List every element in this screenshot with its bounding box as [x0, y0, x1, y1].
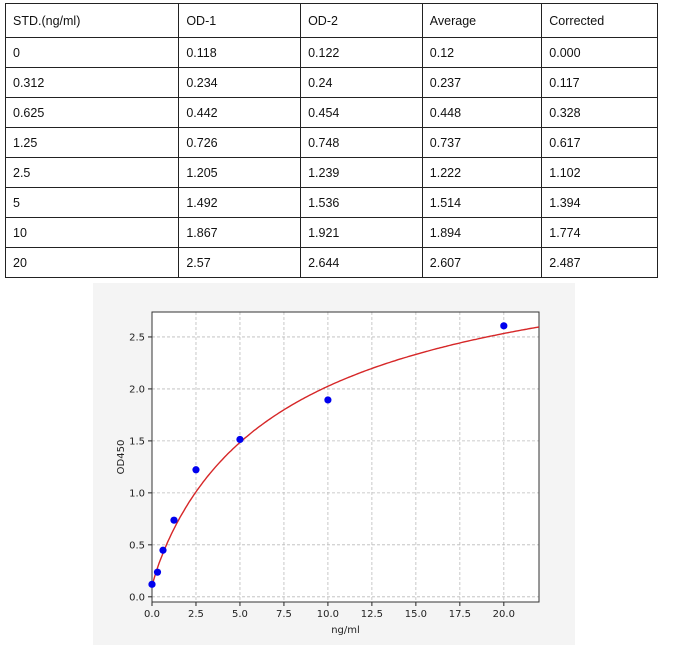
table-cell: 1.222	[421, 157, 543, 188]
table-cell: 2.57	[178, 247, 302, 278]
table-cell: 1.492	[178, 187, 302, 218]
y-tick-label: 2.5	[129, 332, 145, 343]
table-cell: 0.12	[421, 37, 543, 68]
table-cell: 1.394	[541, 187, 658, 218]
table-cell: 0.448	[421, 97, 543, 128]
y-tick-label: 0.0	[129, 592, 145, 603]
data-point	[192, 466, 200, 474]
table-cell: 0.312	[4, 67, 180, 98]
data-point	[170, 516, 178, 524]
table-cell: 0.122	[300, 37, 423, 68]
table-cell: 0.625	[4, 97, 180, 128]
plot-frame	[151, 311, 540, 603]
header-row: STD.(ng/ml) OD-1 OD-2 Average Corrected	[4, 3, 658, 38]
x-tick-label: 2.5	[188, 609, 204, 620]
data-point	[500, 322, 508, 330]
table-cell: 2.487	[541, 247, 658, 278]
header-cell: OD-1	[178, 3, 302, 38]
header-cell: Corrected	[541, 3, 658, 38]
data-point	[324, 396, 332, 404]
x-tick-label: 5.0	[232, 609, 248, 620]
table-cell: 1.536	[300, 187, 423, 218]
table-cell: 0.000	[541, 37, 658, 68]
table-row: 20 2.57 2.644 2.607 2.487	[4, 247, 658, 278]
data-point	[236, 435, 244, 444]
y-axis-label: OD450	[116, 440, 127, 475]
table-cell: 0.748	[300, 127, 423, 158]
table-row: 0.312 0.234 0.24 0.237 0.117	[4, 67, 658, 98]
standard-table: STD.(ng/ml) OD-1 OD-2 Average Corrected 0 0.11…	[4, 3, 658, 278]
data-point	[159, 546, 167, 554]
table-cell: 1.239	[300, 157, 423, 188]
table-cell: 0.117	[541, 67, 658, 98]
x-tick-label: 7.5	[276, 609, 292, 620]
x-tick-label: 15.0	[405, 609, 427, 620]
table-cell: 0.442	[178, 97, 302, 128]
y-tick-label: 1.5	[129, 436, 145, 447]
table-cell: 0.328	[541, 97, 658, 128]
table-cell: 0.118	[178, 37, 302, 68]
table-cell: 0	[4, 37, 180, 68]
table-cell: 0.617	[541, 127, 658, 158]
y-tick-label: 1.0	[129, 488, 145, 499]
data-point	[153, 568, 162, 576]
table-cell: 0.24	[300, 67, 423, 98]
table-cell: 1.205	[178, 157, 302, 188]
table-cell: 1.867	[178, 217, 302, 248]
x-tick-label: 10.0	[317, 609, 339, 620]
table-cell: 1.514	[421, 187, 543, 218]
x-tick-label: 12.5	[361, 609, 383, 620]
table-cell: 0.737	[421, 127, 543, 158]
table-cell: 2.607	[421, 247, 543, 278]
table-cell: 0.726	[178, 127, 302, 158]
chart-svg: 0.0 2.5 5.0 7.5 10.0 12.5 15.0 17.5 20.0 0.0 0.5 1.…	[116, 311, 540, 636]
table-cell: 1.25	[4, 127, 180, 158]
x-tick-label: 20.0	[493, 609, 515, 620]
table-cell: 1.102	[541, 157, 658, 188]
table-row: 0 0.118 0.122 0.12 0.000	[4, 37, 658, 68]
table-row: 10 1.867 1.921 1.894 1.774	[4, 217, 658, 248]
x-axis-label: ng/ml	[331, 625, 360, 636]
table-cell: 5	[4, 187, 180, 218]
x-tick-label: 0.0	[144, 609, 160, 620]
table-cell: 0.237	[421, 67, 543, 98]
table-row: 5 1.492 1.536 1.514 1.394	[4, 187, 658, 218]
table-cell: 20	[4, 247, 180, 278]
header-cell: OD-2	[300, 3, 423, 38]
table-cell: 0.234	[178, 67, 302, 98]
table-cell: 2.5	[4, 157, 180, 188]
header-cell: STD.(ng/ml)	[4, 3, 180, 38]
header-cell: Average	[421, 3, 543, 38]
table-cell: 2.644	[300, 247, 423, 278]
table-cell: 1.894	[421, 217, 543, 248]
table-row: 1.25 0.726 0.748 0.737 0.617	[4, 127, 658, 158]
x-tick-label: 17.5	[449, 609, 471, 620]
standard-curve-chart: 0.0 2.5 5.0 7.5 10.0 12.5 15.0 17.5 20.0 0.0 0.5 1.…	[93, 283, 575, 645]
table-cell: 1.774	[541, 217, 658, 248]
table-cell: 1.921	[300, 217, 423, 248]
table-cell: 0.454	[300, 97, 423, 128]
table-row: 0.625 0.442 0.454 0.448 0.328	[4, 97, 658, 128]
plot-area	[152, 312, 539, 602]
table-row: 2.5 1.205 1.239 1.222 1.102	[4, 157, 658, 188]
y-tick-label: 2.0	[129, 384, 145, 395]
table-cell: 10	[4, 217, 180, 248]
data-point	[148, 580, 156, 588]
fit-curve	[151, 326, 540, 587]
y-tick-label: 0.5	[129, 540, 145, 551]
